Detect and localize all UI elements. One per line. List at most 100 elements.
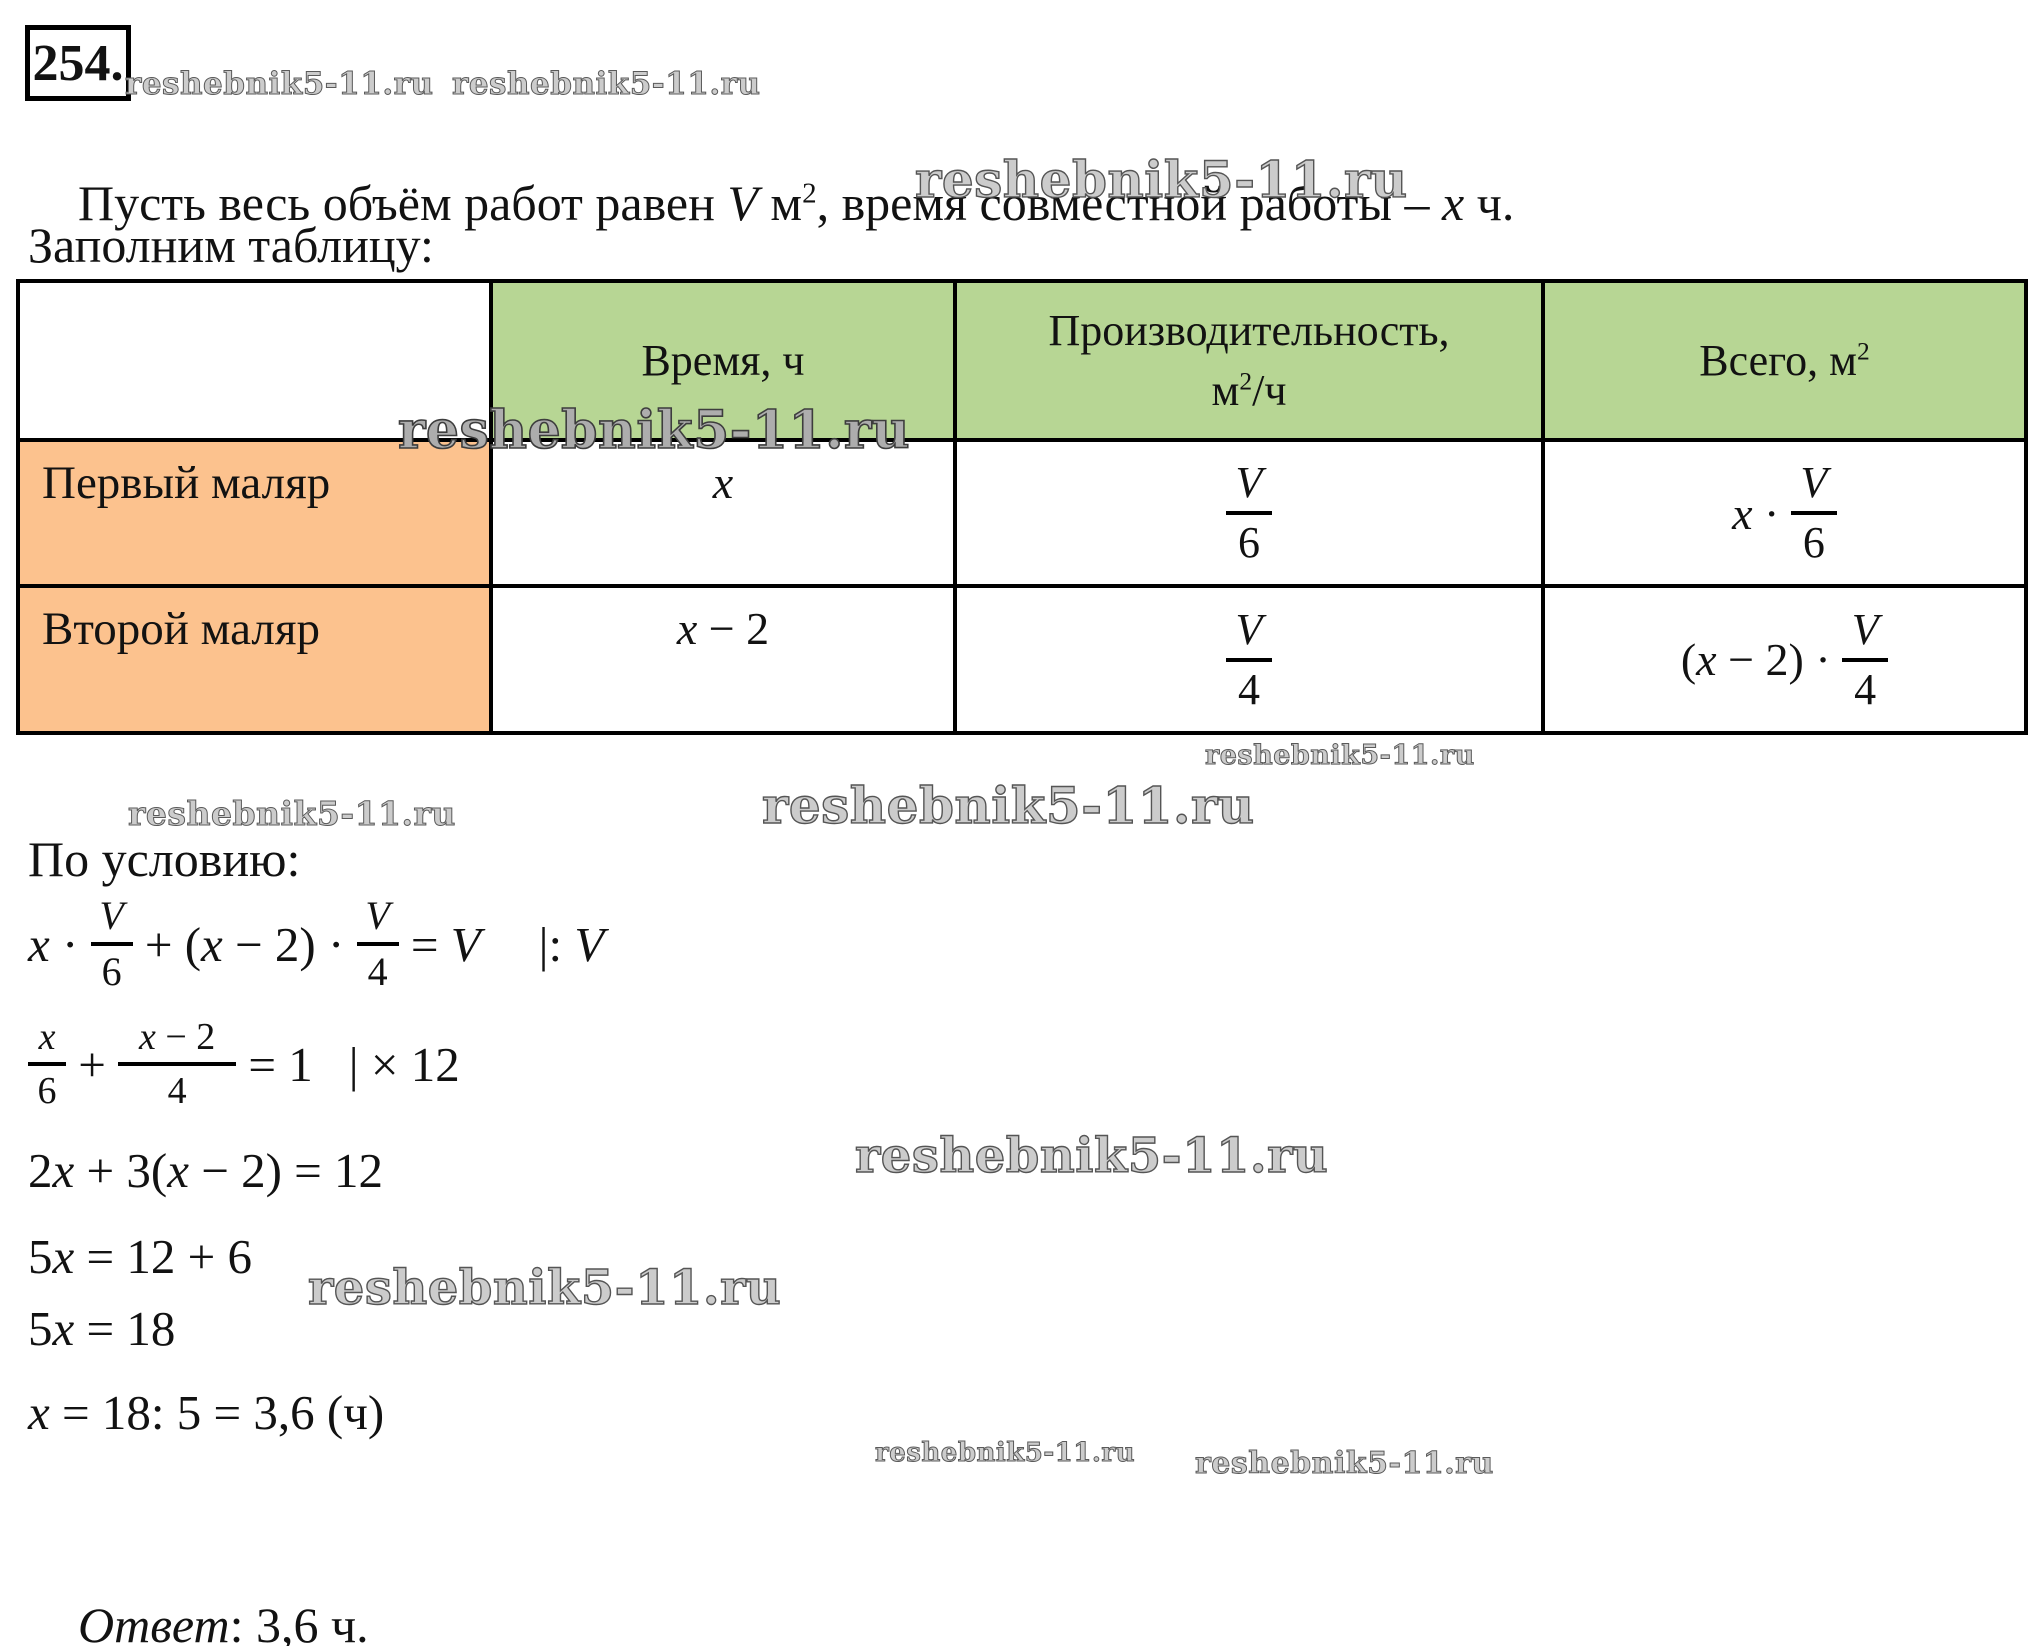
var-V: V (727, 175, 758, 231)
row2-label: Второй маляр (42, 603, 320, 655)
fraction-v-over-6: V 6 (1226, 461, 1272, 565)
eq4-coef: 5 (28, 1229, 53, 1284)
eq1-x2: x (201, 916, 223, 972)
row2-time-rest: − 2 (697, 603, 770, 654)
watermark: reshebnik5-11.ru (307, 1259, 782, 1316)
fraction-numerator: V (1851, 604, 1879, 654)
fraction-numerator: V (99, 893, 124, 938)
header-productivity-line1: Производительность, (1048, 306, 1450, 356)
total-m: Всего, м (1699, 335, 1857, 385)
table-header-time: Время, ч (493, 283, 957, 442)
eq3-x: x (52, 1143, 75, 1198)
fraction-denominator: 4 (167, 1070, 187, 1112)
row1-total-x: x (1732, 487, 1753, 539)
answer-value: : 3,6 ч. (229, 1597, 369, 1646)
row1-label-cell: Первый маляр (20, 442, 493, 588)
eq1-divide-V: V (574, 916, 605, 972)
fraction-numerator: V (1235, 458, 1263, 507)
fraction-bar (1226, 511, 1272, 515)
unit-m: м (1211, 365, 1240, 415)
eq5-coef: 5 (28, 1301, 53, 1356)
row2-label-cell: Второй маляр (20, 588, 493, 731)
eq1-dot: · (49, 916, 91, 972)
intro-unit-sup: 2 (802, 177, 817, 210)
watermark: reshebnik5-11.ru (761, 775, 1255, 835)
watermark: reshebnik5-11.ru (874, 1438, 1136, 1469)
fraction-bar (90, 942, 133, 946)
fraction-denominator: 6 (37, 1070, 57, 1112)
unit-sup: 2 (1239, 365, 1253, 395)
eq2-multiply-by-12: | × 12 (348, 1036, 460, 1092)
total-sup: 2 (1856, 336, 1870, 366)
row2-time-x: x (676, 603, 698, 654)
fraction-numerator: V (365, 893, 390, 938)
var-x: x (1442, 175, 1465, 231)
watermark: reshebnik5-11.ru (397, 399, 911, 462)
fraction-v-over-4: V 4 (1226, 604, 1272, 714)
fraction-x-over-6: x 6 (28, 1018, 66, 1110)
intro-unit: м (757, 175, 803, 231)
fraction-bar (1226, 657, 1272, 662)
eq1-x: x (28, 916, 50, 972)
fraction-denominator: 4 (1238, 664, 1260, 714)
answer-label: Ответ (78, 1597, 230, 1646)
row1-time: x (712, 457, 734, 508)
row2-total-cell: (x − 2) · V 4 (1545, 588, 2024, 731)
fraction-denominator: 6 (1802, 518, 1825, 567)
eq5-end: = 18 (74, 1301, 176, 1356)
eq3-end: − 2) = 12 (188, 1143, 384, 1198)
fraction-x-minus-2-over-4: x − 2 4 (118, 1016, 237, 1112)
eq2-plus: + (66, 1036, 119, 1092)
problem-number: 254. (32, 34, 124, 92)
eq2-num-rest: − 2 (155, 1016, 216, 1058)
watermark: reshebnik5-11.ru (1195, 1446, 1494, 1482)
intro-text: Пусть весь объём работ равен (78, 175, 728, 231)
eq1-plus-open: + ( (132, 916, 202, 972)
fraction-bar (1842, 657, 1889, 662)
row1-total-dot: · (1752, 487, 1791, 539)
table-header-productivity: Производительность, м2/ч (957, 283, 1545, 442)
watermark: reshebnik5-11.ru (914, 149, 1408, 209)
row1-total-cell: x · V 6 (1545, 442, 2024, 588)
row1-time-cell: x (493, 442, 957, 588)
equation-1: x · V 6 + (x − 2) · V 4 = V |: V (28, 896, 604, 992)
watermark: reshebnik5-11.ru (1205, 740, 1475, 772)
eq1-divide-both-sides: |: (538, 916, 575, 972)
watermark: reshebnik5-11.ru (124, 66, 434, 103)
intro-text3: ч. (1464, 175, 1515, 231)
answer-line: Ответ: 3,6 ч. (28, 1538, 369, 1646)
fraction-bar (28, 1062, 66, 1066)
watermark: reshebnik5-11.ru (854, 1127, 1329, 1184)
watermark: reshebnik5-11.ru (128, 794, 456, 834)
header-productivity-line2: м2/ч (1212, 361, 1287, 420)
eq2-equals-1: = 1 (236, 1036, 313, 1092)
eq3-x2: x (167, 1143, 189, 1198)
eq4-end: = 12 + 6 (74, 1229, 253, 1284)
fraction-bar (356, 942, 399, 946)
fraction-bar (1790, 511, 1837, 515)
fraction-numerator: V (1235, 604, 1263, 654)
eq6-x: x (28, 1385, 50, 1440)
eq2-num-x: x (138, 1016, 156, 1058)
eq1-equals: = (398, 916, 451, 972)
header-total-label: Всего, м2 (1699, 331, 1870, 390)
eq1-minus2-dot: − 2) · (222, 916, 357, 972)
fraction-numerator: V (1800, 458, 1828, 507)
eq3-mid: + 3( (74, 1143, 168, 1198)
row1-productivity-cell: V 6 (957, 442, 1545, 588)
problem-number-box: 254. (25, 25, 131, 101)
fraction-denominator: 4 (1854, 664, 1877, 714)
fraction-v-over-6: V 6 (90, 893, 133, 992)
eq3-coef: 2 (28, 1143, 53, 1198)
intro-line: Пусть весь объём работ равен V м2, время… (28, 116, 1514, 290)
row2-productivity-cell: V 4 (957, 588, 1545, 731)
fraction-numerator: x (38, 1016, 56, 1058)
fraction-v-over-6: V 6 (1790, 458, 1837, 567)
row1-label: Первый маляр (42, 457, 331, 509)
header-time-label: Время, ч (641, 335, 805, 385)
eq4-x: x (52, 1229, 75, 1284)
row2-total-rest: − 2) · (1716, 634, 1843, 685)
